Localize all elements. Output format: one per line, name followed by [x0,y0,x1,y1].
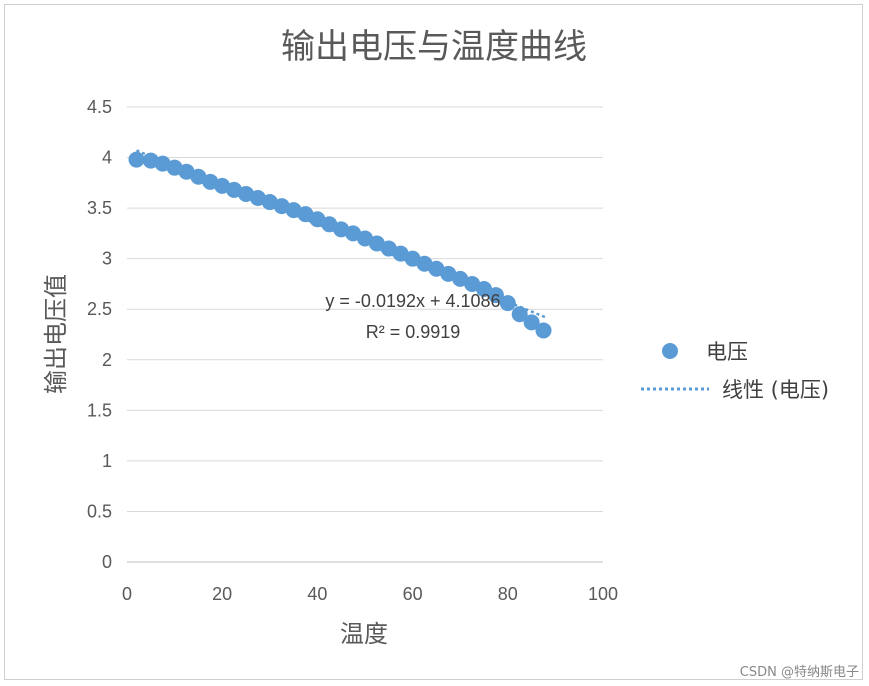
x-tick-label: 20 [212,584,232,604]
data-point [523,314,540,331]
y-tick-labels: 0 0.5 1 1.5 2 2.5 3 3.5 4 4.5 [87,97,112,572]
y-tick-label: 3.5 [87,198,112,218]
x-axis-title: 温度 [340,620,388,648]
x-tick-label: 0 [122,584,132,604]
data-point [128,151,145,168]
watermark: CSDN @特纳斯电子 [739,665,859,680]
legend-label-voltage: 电压 [706,340,748,364]
data-point [499,295,516,312]
trendline-group [136,149,547,319]
trendline [136,149,547,319]
y-tick-label: 2 [102,350,112,370]
y-tick-label: 3 [102,249,112,269]
legend: 电压 线性 (电压) [641,340,829,402]
legend-marker-voltage [662,343,678,359]
y-tick-label: 1.5 [87,400,112,420]
x-tick-label: 60 [403,584,423,604]
chart-frame [4,4,863,680]
y-tick-label: 0 [102,552,112,572]
y-tick-label: 4.5 [87,97,112,117]
x-tick-label: 80 [498,584,518,604]
y-tick-label: 1 [102,451,112,471]
y-axis-title: 输出电压值 [42,274,70,394]
chart-title: 输出电压与温度曲线 [281,27,587,67]
trendline-r2: R² = 0.9919 [366,322,461,342]
x-tick-label: 40 [307,584,327,604]
x-tick-labels: 0 20 40 60 80 100 [122,584,618,604]
data-point [511,306,528,323]
y-tick-label: 2.5 [87,299,112,319]
y-tick-label: 0.5 [87,501,112,521]
x-tick-label: 100 [588,584,618,604]
legend-label-trendline: 线性 (电压) [722,378,829,402]
trendline-equation: y = -0.0192x + 4.1086 [325,291,500,311]
data-point [535,322,552,339]
y-tick-label: 4 [102,148,112,168]
